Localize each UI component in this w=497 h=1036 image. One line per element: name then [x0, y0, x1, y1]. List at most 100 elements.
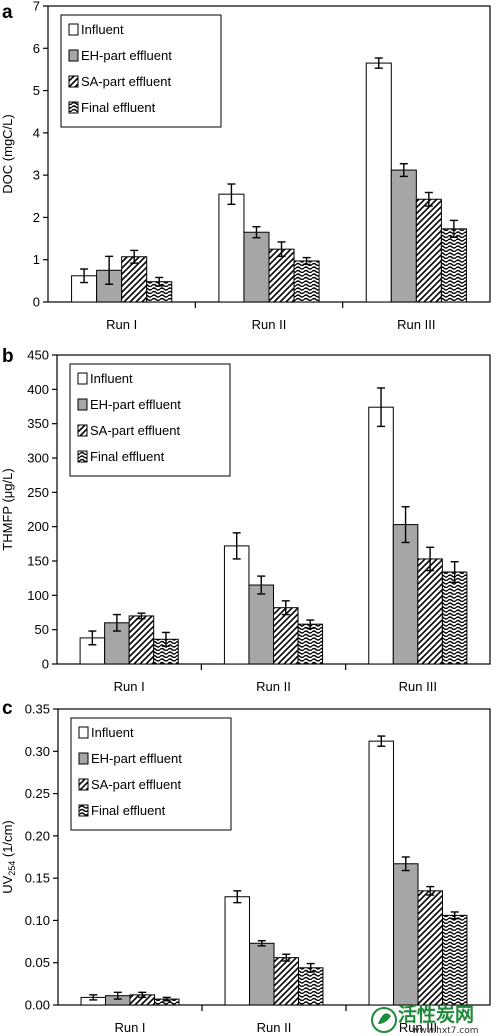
- x-category-label: Run I: [114, 679, 145, 694]
- y-tick-label: 250: [27, 485, 49, 500]
- y-tick-label: 0.00: [25, 998, 50, 1013]
- uv254-chart: 0.00 0.05 0.10 0.15 0.20 0.25 0.30 0.35 UV254 (1…: [0, 702, 491, 1035]
- legend-label: Influent: [91, 725, 134, 740]
- legend-label: Final effluent: [90, 449, 165, 464]
- y-tick-label: 5: [33, 83, 40, 98]
- watermark-leaf-icon: [378, 1013, 391, 1024]
- legend-swatch: [68, 23, 79, 36]
- thmfp-chart: 0 50 100 150 200 250 300 350 400 450 THMFP (μg/L) R…: [0, 348, 491, 694]
- bar: [273, 957, 299, 1006]
- legend-swatch: [77, 424, 88, 437]
- legend-swatch: [78, 726, 89, 739]
- panel-b: b 0 50 100 150 200 250 300 350 400 450 THMFP (μg/L…: [0, 346, 491, 694]
- bar: [392, 524, 419, 665]
- y-tick-label: 50: [35, 622, 49, 637]
- y-tick-label: 3: [33, 168, 40, 183]
- bar: [153, 638, 179, 665]
- legend-label: Final effluent: [91, 803, 166, 818]
- x-category-label: Run III: [399, 679, 437, 694]
- y-tick-label: 200: [27, 519, 49, 534]
- y-tick-label: 6: [33, 41, 40, 56]
- x-category-label: Run II: [257, 1020, 292, 1035]
- bar: [128, 615, 155, 665]
- legend-label: Influent: [90, 371, 133, 386]
- y-axis-title: THMFP (μg/L): [0, 468, 15, 550]
- legend-label: EH-part effluent: [90, 397, 181, 412]
- bar: [223, 545, 250, 665]
- legend: [69, 363, 231, 477]
- legend: [70, 717, 232, 831]
- y-tick-label: 2: [33, 210, 40, 225]
- legend-swatch: [77, 398, 88, 411]
- bar: [368, 740, 395, 1006]
- bar: [368, 406, 394, 665]
- y-tick-label: 0: [42, 657, 49, 672]
- y-tick-label: 7: [33, 0, 40, 14]
- bar: [297, 967, 324, 1006]
- x-category-label: Run II: [252, 317, 287, 332]
- bar: [224, 896, 251, 1006]
- legend-label: SA-part effluent: [91, 777, 181, 792]
- panel-letter-a: a: [2, 2, 13, 23]
- legend-swatch: [78, 804, 89, 817]
- legend-swatch: [78, 752, 89, 765]
- y-tick-label: 350: [27, 416, 49, 431]
- legend-swatch: [68, 49, 79, 62]
- x-category-label: Run I: [106, 317, 137, 332]
- y-tick-label: 450: [27, 348, 49, 363]
- panel-letter-b: b: [2, 346, 14, 367]
- legend-label: SA-part effluent: [81, 74, 171, 89]
- bar: [248, 584, 274, 665]
- legend-swatch: [77, 372, 88, 385]
- y-tick-label: 0.15: [25, 871, 50, 886]
- x-category-label: Run I: [114, 1020, 145, 1035]
- bar: [417, 890, 443, 1006]
- watermark-text: 活性炭网: [398, 1003, 474, 1026]
- panel-a: a 0 1 2 3 4 5 6 7 DOC (mgC/L) Run I Run II Run III I…: [0, 0, 491, 332]
- panel-letter-c: c: [2, 698, 13, 719]
- y-axis-title: DOC (mgC/L): [0, 114, 15, 193]
- y-tick-label: 0.25: [25, 786, 50, 801]
- watermark-url: www.hxt7.com: [412, 1026, 479, 1036]
- bar: [415, 198, 442, 303]
- legend-swatch: [68, 101, 79, 114]
- bar: [441, 571, 468, 665]
- bar: [96, 269, 123, 303]
- doc-chart: 0 1 2 3 4 5 6 7 DOC (mgC/L) Run I Run II Run III Inf…: [0, 0, 491, 332]
- bar: [243, 231, 270, 303]
- bar: [297, 623, 324, 665]
- y-tick-label: 400: [27, 382, 49, 397]
- y-tick-label: 0.30: [25, 744, 50, 759]
- y-tick-label: 0.35: [25, 702, 50, 717]
- y-tick-label: 100: [27, 588, 49, 603]
- y-tick-label: 0.20: [25, 828, 50, 843]
- bar: [365, 62, 392, 303]
- x-category-label: Run III: [399, 1020, 437, 1035]
- bar: [390, 169, 417, 303]
- y-tick-label: 300: [27, 451, 49, 466]
- bar: [218, 193, 245, 303]
- legend-label: Final effluent: [81, 100, 156, 115]
- legend-swatch: [78, 778, 89, 791]
- x-category-label: Run II: [256, 679, 291, 694]
- y-tick-label: 0.05: [25, 955, 50, 970]
- bar: [441, 914, 468, 1006]
- y-tick-label: 0: [33, 295, 40, 310]
- legend-swatch: [68, 75, 79, 88]
- legend-label: SA-part effluent: [90, 423, 180, 438]
- bar: [121, 256, 148, 303]
- y-axis-title: UV254 (1/cm): [0, 820, 17, 894]
- bar: [293, 260, 320, 303]
- y-tick-label: 1: [33, 252, 40, 267]
- bar: [417, 558, 443, 665]
- x-category-label: Run III: [397, 317, 435, 332]
- bar: [268, 248, 295, 303]
- y-tick-label: 0.10: [25, 913, 50, 928]
- legend-label: Influent: [81, 22, 124, 37]
- watermark: 活性炭网 www.hxt7.com: [371, 1003, 479, 1036]
- bar: [393, 863, 419, 1006]
- panel-c: c 0.00 0.05 0.10 0.15 0.20 0.25 0.30 0.35 UV254 …: [0, 698, 491, 1035]
- legend-label: EH-part effluent: [81, 48, 172, 63]
- bar: [249, 942, 275, 1006]
